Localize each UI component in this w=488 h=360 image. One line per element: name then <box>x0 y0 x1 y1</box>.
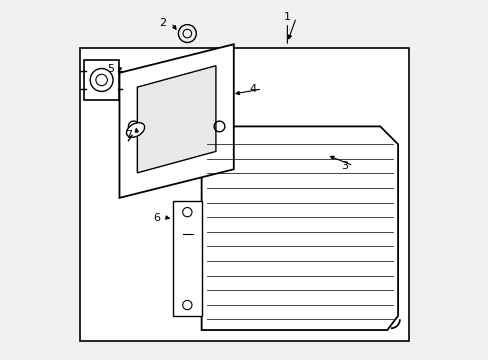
Text: 3: 3 <box>340 161 347 171</box>
Polygon shape <box>137 66 216 173</box>
Text: 1: 1 <box>284 13 290 22</box>
Polygon shape <box>119 44 233 198</box>
Text: 6: 6 <box>153 212 160 222</box>
Text: 5: 5 <box>107 64 114 74</box>
FancyBboxPatch shape <box>83 60 119 100</box>
Polygon shape <box>173 202 201 316</box>
Text: 7: 7 <box>124 130 132 140</box>
FancyBboxPatch shape <box>80 48 408 341</box>
Text: 2: 2 <box>159 18 165 28</box>
Text: 4: 4 <box>249 84 257 94</box>
Polygon shape <box>201 126 397 330</box>
Ellipse shape <box>126 123 144 137</box>
